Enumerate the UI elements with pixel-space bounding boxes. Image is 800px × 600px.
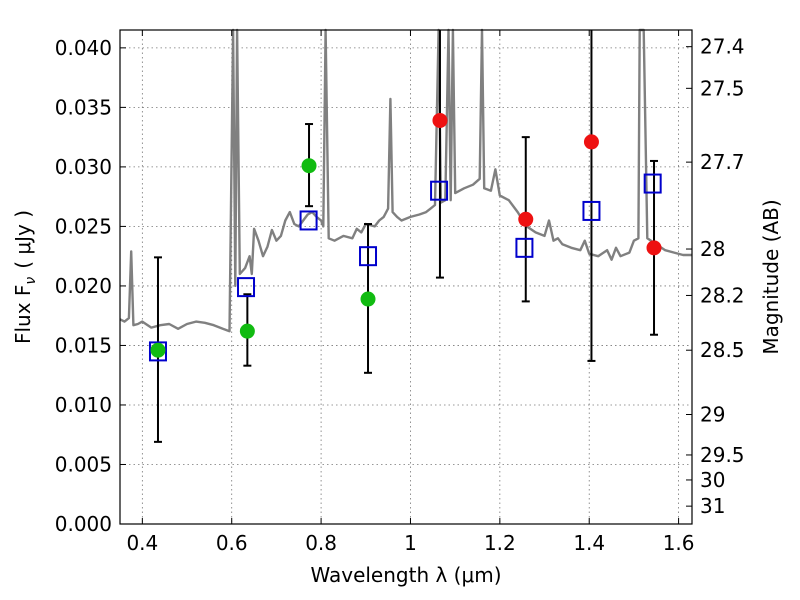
- y-tick-label: 0.000: [55, 512, 112, 536]
- spectrum-line: [119, 28, 692, 333]
- y-tick-label: 0.005: [55, 452, 112, 476]
- x-tick-label: 1: [404, 531, 417, 555]
- y2-tick-label: 27.7: [700, 150, 745, 174]
- model-points: [148, 173, 662, 362]
- model-point: [237, 277, 256, 298]
- model-point: [299, 210, 318, 231]
- model-point: [582, 200, 601, 221]
- x-tick-label: 1.6: [663, 531, 695, 555]
- y2-tick-label: 29.5: [700, 443, 745, 467]
- x-tick-label: 1.2: [484, 531, 516, 555]
- y-axis-label-unit: ( μJy ): [11, 210, 35, 269]
- y-tick-label: 0.010: [55, 393, 112, 417]
- grid-lines: [120, 30, 692, 525]
- x-axis-label: Wavelength λ (μm): [310, 563, 501, 587]
- y2-tick-label: 31: [700, 494, 725, 518]
- model-point: [643, 173, 662, 194]
- axis-ticks: [120, 30, 692, 525]
- x-tick-label: 0.6: [216, 531, 248, 555]
- y-axis-label-sub: ν: [23, 277, 39, 285]
- model-point: [515, 237, 534, 258]
- y2-axis-label: Magnitude (AB): [759, 199, 783, 354]
- x-tick-label: 0.8: [305, 531, 337, 555]
- y-tick-label: 0.025: [55, 214, 112, 238]
- y-axis-label: Flux Fν ( μJy ): [11, 210, 39, 344]
- model-point: [430, 180, 449, 201]
- x-tick-label: 0.4: [126, 531, 158, 555]
- spectrum-series: [119, 28, 692, 333]
- y2-tick-label: 27.4: [700, 35, 745, 59]
- y2-tick-label: 28: [700, 237, 725, 261]
- model-point: [359, 246, 378, 267]
- observed-point-long: [583, 134, 599, 150]
- y-tick-label: 0.030: [55, 155, 112, 179]
- y-tick-label: 0.015: [55, 333, 112, 357]
- observed-point-long: [646, 240, 662, 256]
- observed-point-short: [239, 323, 255, 339]
- y-tick-label: 0.035: [55, 95, 112, 119]
- observed-point-short: [360, 291, 376, 307]
- tick-labels: 0.4 0.6 0.8 1 1.2 1.4 1.6 0.000 0.005 0.010 0.015 0…: [55, 35, 745, 555]
- observed-point-short: [301, 158, 317, 174]
- observed-points: [150, 112, 662, 358]
- y2-tick-label: 27.5: [700, 76, 745, 100]
- x-tick-label: 1.4: [573, 531, 605, 555]
- y2-tick-label: 29: [700, 402, 725, 426]
- observed-point-long: [432, 112, 448, 128]
- y2-tick-label: 30: [700, 468, 725, 492]
- model-point: [148, 341, 167, 362]
- observed-point-short: [150, 342, 166, 358]
- plot-frame: [119, 29, 693, 525]
- y-tick-label: 0.040: [55, 36, 112, 60]
- y2-tick-label: 28.5: [700, 338, 745, 362]
- y-tick-label: 0.020: [55, 274, 112, 298]
- y-axis-label-main: Flux F: [11, 285, 35, 344]
- y2-tick-label: 28.2: [700, 283, 745, 307]
- observed-point-long: [518, 211, 534, 227]
